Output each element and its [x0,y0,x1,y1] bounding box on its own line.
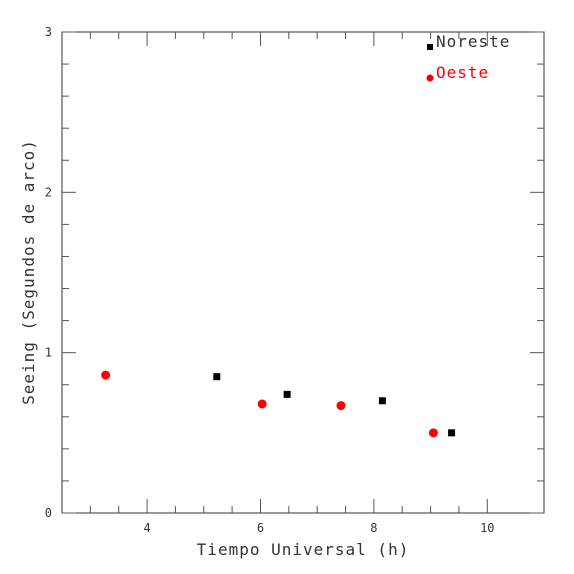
legend-label-noreste: Noreste [436,32,510,51]
point-noreste [448,429,456,437]
point-oeste [257,399,267,409]
x-tick-label: 8 [370,521,377,535]
y-tick-label: 0 [45,506,52,520]
y-tick-label: 3 [45,25,52,39]
x-tick-label: 10 [480,521,494,535]
point-oeste [101,370,111,380]
tick-labels: 4 6 8 10 0 1 2 3 [45,25,495,535]
data-points [101,370,456,438]
point-oeste [428,428,438,438]
legend: Noreste Oeste [426,32,510,82]
x-tick-label: 6 [257,521,264,535]
point-noreste [283,390,291,398]
y-tick-label: 1 [45,346,52,360]
x-tick-label: 4 [143,521,150,535]
x-axis-title: Tiempo Universal (h) [197,540,410,559]
plot-frame [61,31,545,514]
point-oeste [336,401,346,411]
axis-ticks [62,31,544,514]
point-noreste [378,397,386,405]
legend-label-oeste: Oeste [436,63,489,82]
y-axis-title: Seeing (Segundos de arco) [19,139,38,405]
point-noreste [213,373,221,381]
legend-marker-noreste [427,44,433,50]
y-tick-label: 2 [45,185,52,199]
legend-marker-oeste [426,74,434,82]
